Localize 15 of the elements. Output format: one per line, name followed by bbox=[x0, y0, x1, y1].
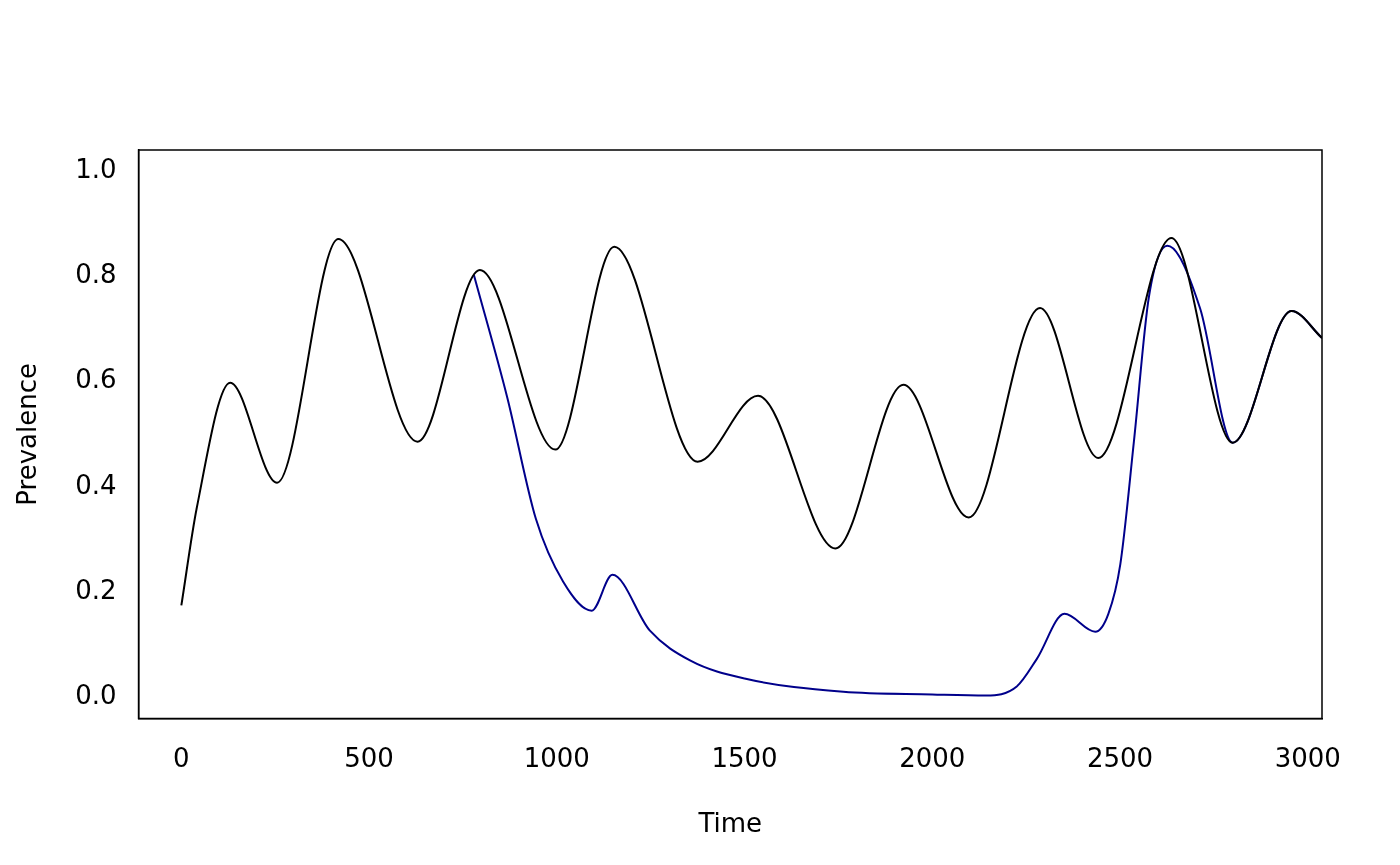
y-axis-title: Prevalence bbox=[12, 362, 43, 506]
x-tick-label: 2000 bbox=[899, 742, 966, 773]
y-tick-label: 0.2 bbox=[75, 574, 117, 605]
x-tick-label: 3000 bbox=[1274, 742, 1341, 773]
y-tick-label: 0.0 bbox=[75, 680, 117, 711]
x-tick-label: 0 bbox=[173, 742, 190, 773]
x-tick-label: 1500 bbox=[711, 742, 778, 773]
y-tick-label: 0.8 bbox=[75, 259, 117, 290]
x-axis-title: Time bbox=[697, 808, 763, 839]
x-tick-label: 1000 bbox=[523, 742, 590, 773]
y-tick-label: 1.0 bbox=[75, 153, 117, 184]
y-tick-label: 0.6 bbox=[75, 364, 117, 395]
x-tick-label: 500 bbox=[344, 742, 394, 773]
x-tick-label: 2500 bbox=[1086, 742, 1154, 773]
y-tick-label: 0.4 bbox=[75, 469, 117, 500]
